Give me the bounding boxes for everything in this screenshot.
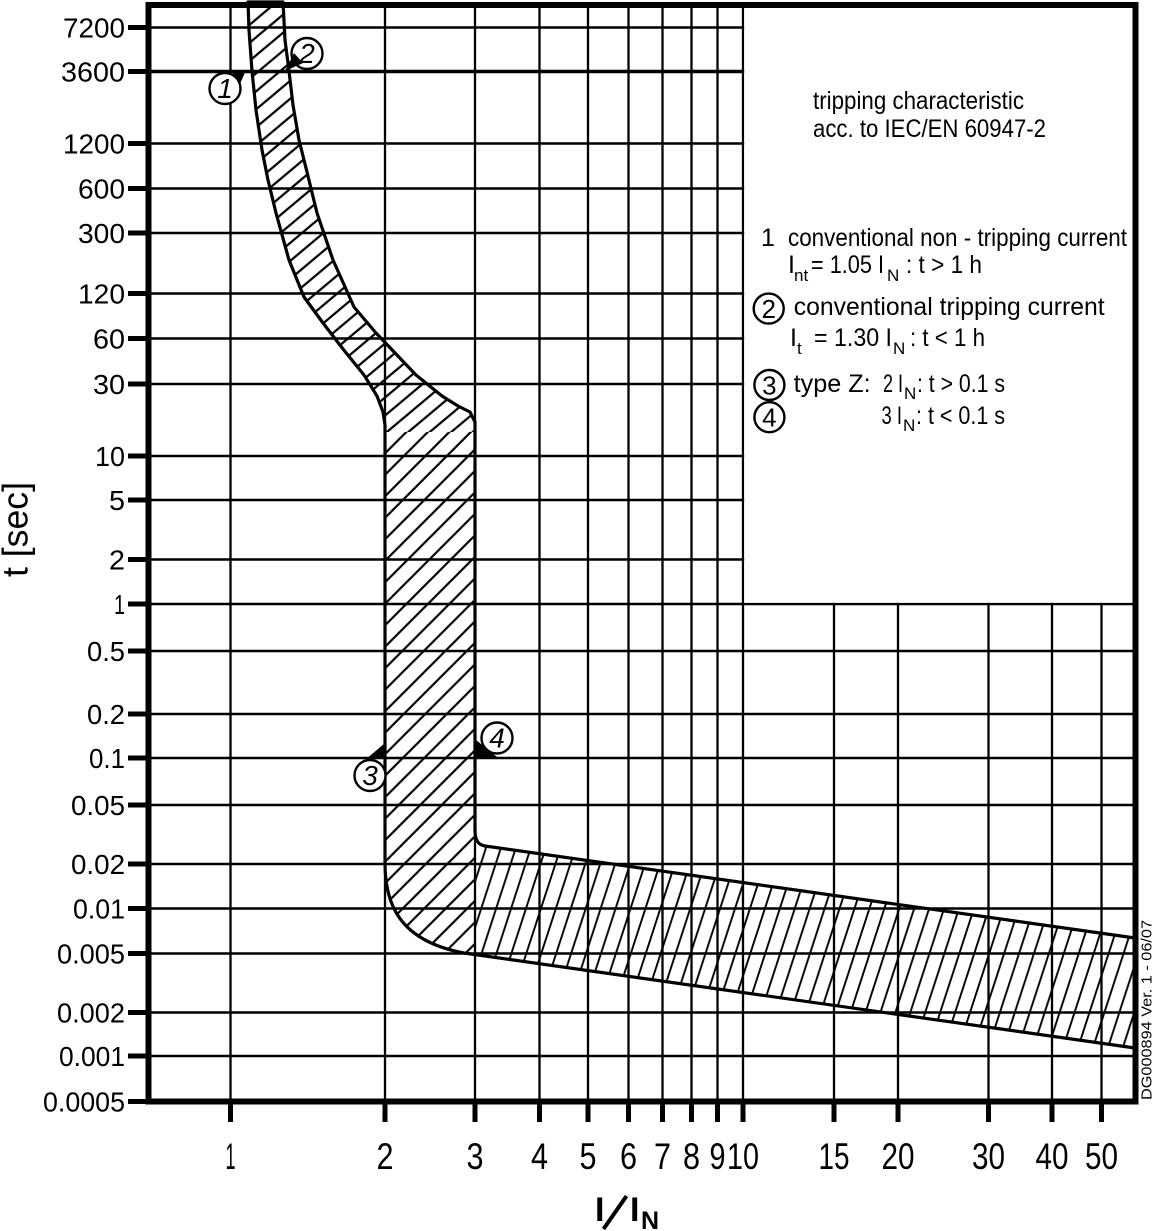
svg-text:2: 2	[298, 38, 315, 69]
svg-text:7200: 7200	[63, 13, 125, 44]
svg-text:nt: nt	[794, 266, 808, 285]
svg-text:0.02: 0.02	[71, 849, 125, 880]
svg-text:6: 6	[620, 1136, 637, 1177]
svg-text:60: 60	[93, 324, 125, 355]
svg-text:0.002: 0.002	[57, 998, 125, 1029]
svg-text:I: I	[790, 324, 797, 352]
svg-text:0.0005: 0.0005	[43, 1087, 125, 1118]
svg-text:5: 5	[109, 485, 125, 516]
svg-text:1: 1	[114, 589, 125, 620]
svg-text:t: t	[797, 339, 802, 358]
svg-text:2: 2	[761, 294, 775, 324]
svg-text:0.001: 0.001	[59, 1041, 125, 1072]
svg-text:0.01: 0.01	[73, 894, 125, 925]
svg-text:N: N	[903, 416, 915, 435]
svg-text:N: N	[904, 384, 916, 403]
svg-text:I: I	[788, 251, 795, 279]
svg-text:1200: 1200	[63, 129, 125, 160]
svg-text:3 I: 3 I	[882, 402, 903, 430]
svg-text:: t > 1 h: : t > 1 h	[906, 251, 982, 279]
svg-text:8: 8	[683, 1136, 700, 1177]
svg-text:1: 1	[226, 1136, 236, 1177]
svg-text:0.005: 0.005	[57, 939, 125, 970]
svg-text:DG000894 Ver. 1 - 06/07: DG000894 Ver. 1 - 06/07	[1140, 920, 1153, 1100]
svg-text:: t < 1 h: : t < 1 h	[910, 324, 985, 352]
svg-text:N: N	[887, 266, 899, 285]
svg-text:0.5: 0.5	[87, 636, 125, 667]
svg-text:I: I	[630, 1191, 639, 1229]
svg-text:I: I	[595, 1191, 604, 1229]
svg-text:15: 15	[819, 1136, 850, 1177]
svg-text:type Z:: type Z:	[794, 370, 871, 398]
svg-text:30: 30	[972, 1136, 1005, 1177]
svg-text:3: 3	[467, 1136, 484, 1177]
svg-text:30: 30	[93, 369, 125, 400]
svg-text:10: 10	[95, 441, 125, 472]
svg-text:40: 40	[1036, 1136, 1069, 1177]
svg-text:5: 5	[580, 1136, 597, 1177]
svg-text:= 1.30 I: = 1.30 I	[814, 324, 892, 352]
svg-text:1: 1	[217, 73, 233, 104]
svg-text:conventional non - tripping cu: conventional non - tripping current	[788, 224, 1127, 252]
svg-text:600: 600	[78, 174, 125, 205]
svg-text:7: 7	[654, 1136, 671, 1177]
svg-text:N: N	[893, 339, 905, 358]
svg-text:3: 3	[362, 760, 378, 791]
svg-text:3: 3	[762, 371, 776, 401]
svg-text:300: 300	[78, 218, 125, 249]
svg-text:4: 4	[531, 1136, 548, 1177]
svg-text:conventional tripping current: conventional tripping current	[794, 293, 1105, 321]
svg-text:0.2: 0.2	[87, 699, 125, 730]
svg-text:t [sec]: t [sec]	[0, 482, 36, 577]
svg-text:3600: 3600	[61, 57, 125, 88]
svg-text:2: 2	[377, 1136, 394, 1177]
svg-text:4: 4	[762, 403, 776, 433]
svg-text:: t < 0.1 s: : t < 0.1 s	[916, 402, 1005, 430]
svg-text:50: 50	[1085, 1136, 1118, 1177]
svg-text:N: N	[641, 1207, 659, 1231]
svg-text:4: 4	[489, 723, 505, 754]
svg-text:20: 20	[882, 1136, 915, 1177]
svg-text:9: 9	[710, 1136, 726, 1177]
svg-text:acc. to IEC/EN 60947-2: acc. to IEC/EN 60947-2	[813, 115, 1046, 143]
svg-text:tripping characteristic: tripping characteristic	[813, 87, 1024, 115]
svg-text:0.1: 0.1	[89, 743, 125, 774]
svg-text:0.05: 0.05	[71, 790, 125, 821]
svg-text:2 I: 2 I	[883, 370, 903, 398]
svg-text:: t > 0.1 s: : t > 0.1 s	[917, 370, 1005, 398]
svg-text:120: 120	[78, 279, 125, 310]
svg-text:10: 10	[727, 1136, 759, 1177]
svg-text:1: 1	[761, 224, 775, 252]
svg-text:= 1.05 I: = 1.05 I	[811, 251, 884, 279]
svg-text:2: 2	[109, 545, 125, 576]
